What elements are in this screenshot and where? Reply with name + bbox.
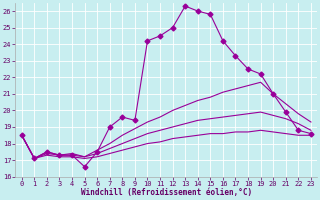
X-axis label: Windchill (Refroidissement éolien,°C): Windchill (Refroidissement éolien,°C) <box>81 188 252 197</box>
